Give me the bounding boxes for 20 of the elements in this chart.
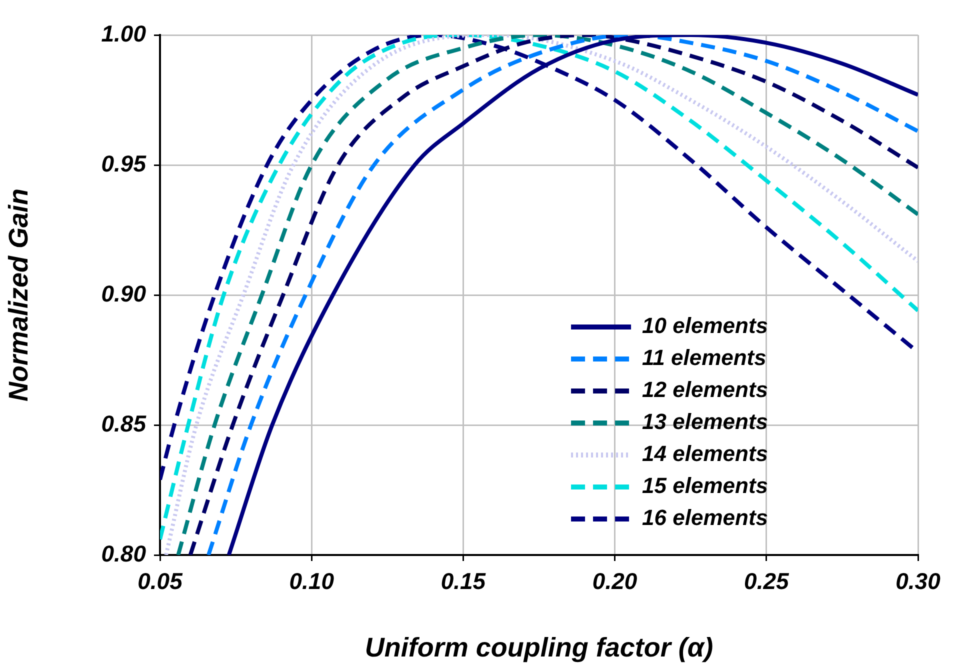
x-tick-label: 0.25 bbox=[744, 568, 790, 594]
x-tick-label: 0.10 bbox=[289, 568, 334, 594]
x-tick-label: 0.05 bbox=[138, 568, 184, 594]
legend-label: 12 elements bbox=[642, 377, 768, 402]
legend-label: 15 elements bbox=[642, 473, 768, 498]
x-tick-label: 0.30 bbox=[896, 568, 941, 594]
x-axis-title: Uniform coupling factor (α) bbox=[364, 632, 714, 662]
y-tick-label: 0.95 bbox=[101, 150, 148, 176]
y-axis-title: Normalized Gain bbox=[4, 188, 34, 402]
x-tick-label: 0.15 bbox=[440, 568, 487, 594]
legend-label: 10 elements bbox=[642, 313, 768, 338]
y-tick-label: 0.85 bbox=[101, 410, 148, 436]
legend-label: 14 elements bbox=[642, 441, 768, 466]
y-tick-label: 0.90 bbox=[101, 280, 146, 306]
legend-label: 16 elements bbox=[642, 505, 768, 530]
y-tick-label: 0.80 bbox=[101, 540, 146, 566]
legend-label: 11 elements bbox=[642, 345, 766, 370]
y-tick-label: 1.00 bbox=[101, 20, 146, 46]
x-tick-label: 0.20 bbox=[592, 568, 638, 594]
legend-label: 13 elements bbox=[642, 409, 768, 434]
